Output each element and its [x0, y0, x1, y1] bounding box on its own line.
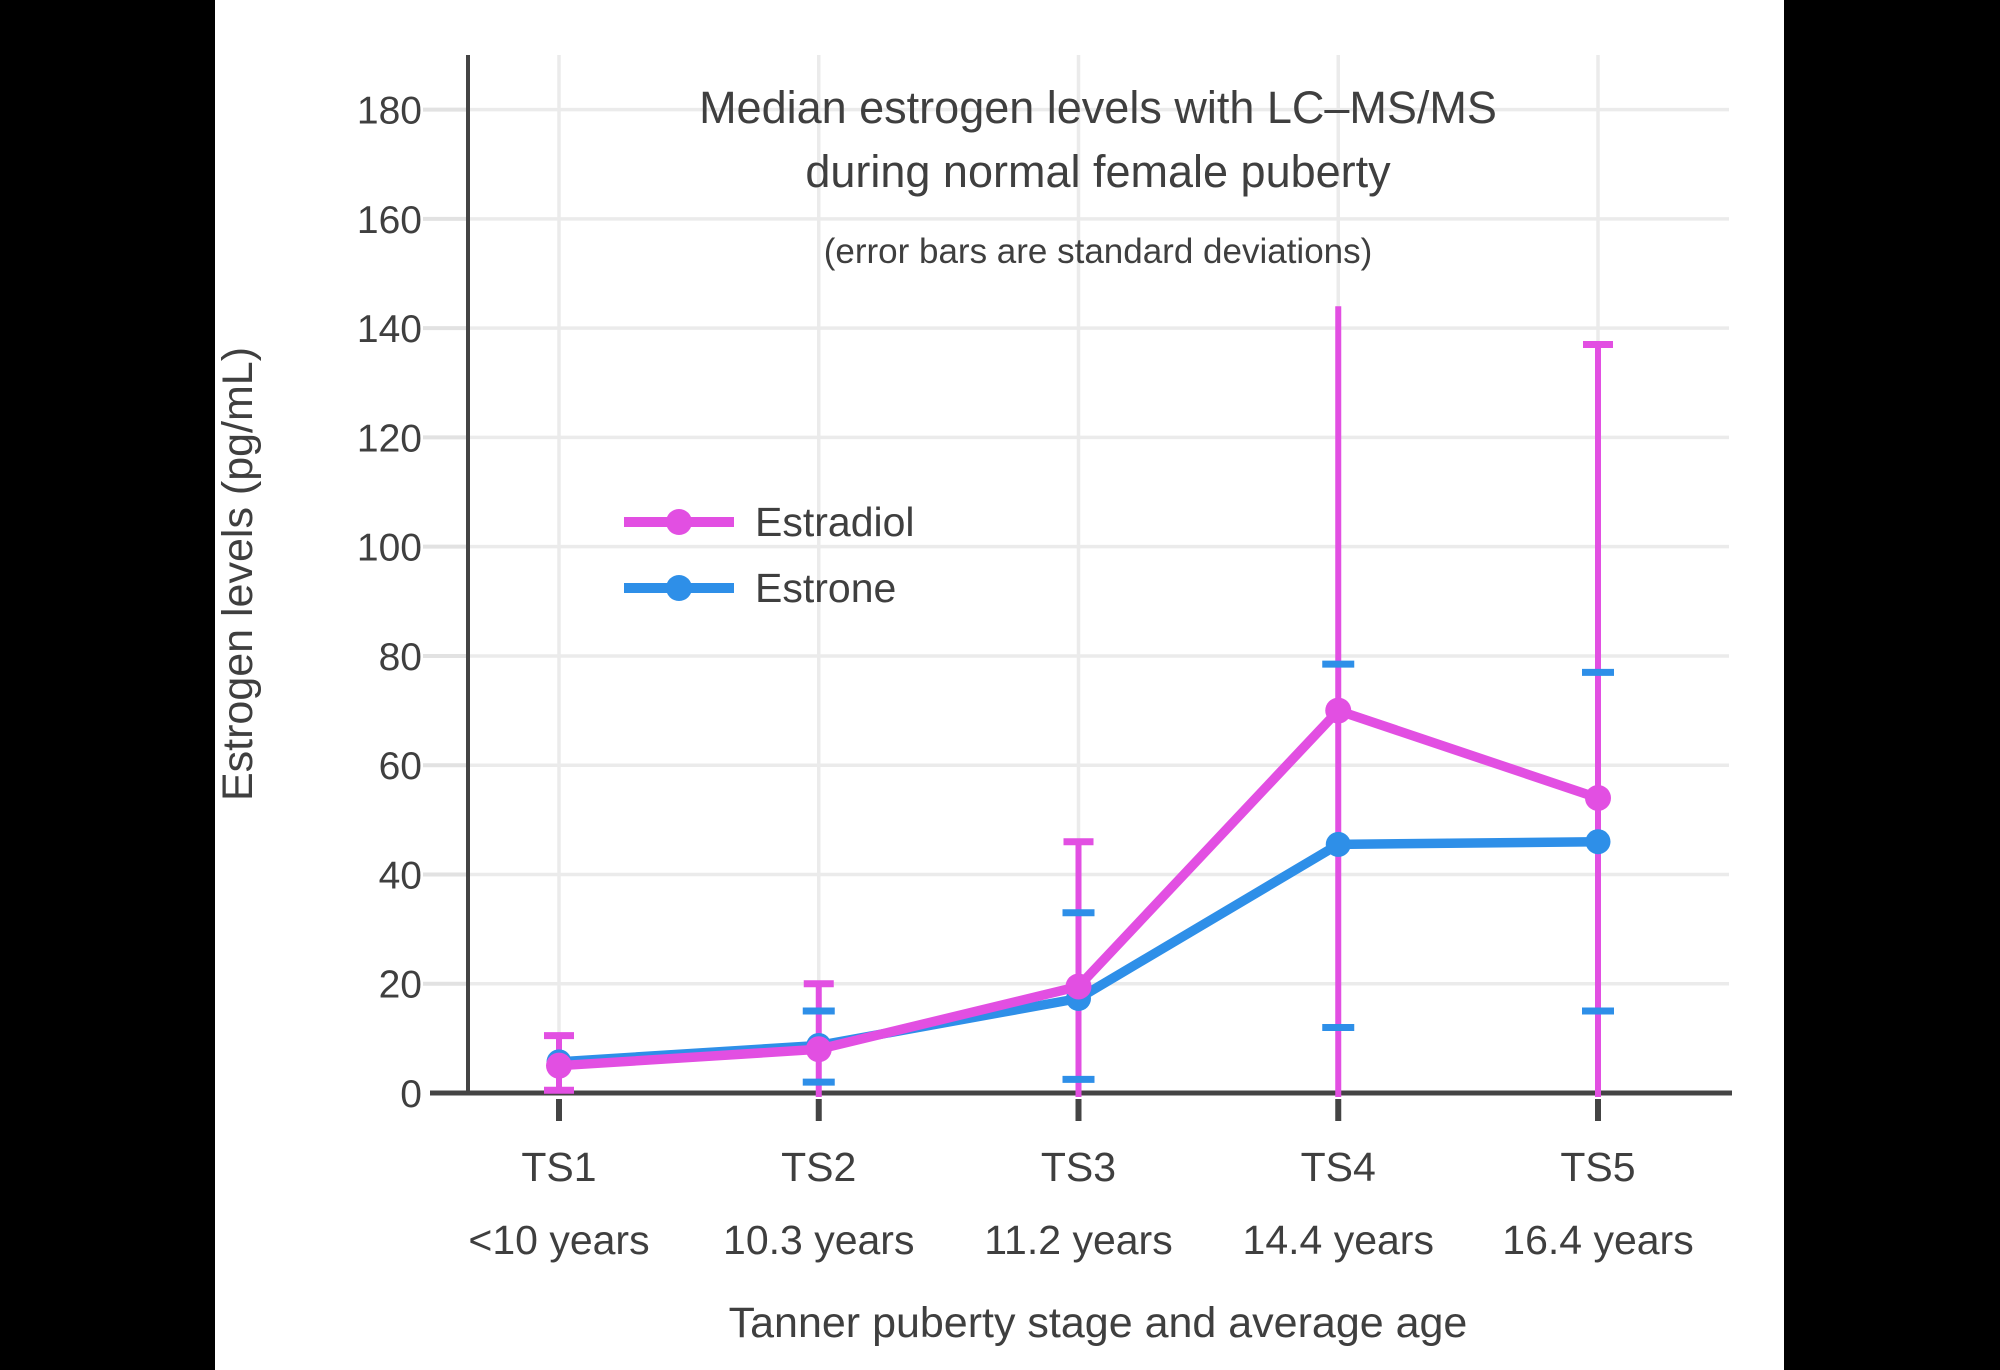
data-point-estrone — [1585, 829, 1611, 855]
y-tick-label: 160 — [357, 199, 422, 242]
data-point-estradiol — [546, 1052, 572, 1079]
data-point-estradiol — [805, 1036, 832, 1063]
y-tick-label: 40 — [379, 854, 422, 897]
data-point-estradiol — [1585, 784, 1611, 811]
x-tick-label: TS4 — [1301, 1144, 1376, 1190]
chart-title-line2: during normal female puberty — [805, 146, 1391, 197]
legend-estrone-label: Estrone — [755, 565, 896, 611]
y-tick-label: 80 — [379, 636, 422, 679]
legend-estradiol-marker — [666, 509, 692, 535]
x-tick-sublabel: 14.4 years — [1243, 1217, 1434, 1263]
x-tick-label: TS3 — [1041, 1144, 1116, 1190]
x-tick-sublabel: 16.4 years — [1502, 1217, 1693, 1263]
y-tick-label: 60 — [379, 745, 422, 788]
y-tick-label: 180 — [357, 90, 422, 133]
x-tick-label: TS5 — [1560, 1144, 1635, 1190]
y-axis-title: Estrogen levels (pg/mL) — [214, 347, 262, 801]
y-tick-label: 20 — [379, 964, 422, 1007]
x-tick-label: TS2 — [781, 1144, 856, 1190]
legend: Estradiol Estrone — [624, 499, 915, 611]
chart-marks: 0 20 40 60 80 100 120 140 160 180 TS1 <10 years TS2 1… — [357, 55, 1732, 1263]
chart-subtitle: (error bars are standard deviations) — [824, 232, 1373, 271]
x-tick-label: TS1 — [521, 1144, 596, 1190]
x-tick-sublabel: 11.2 years — [984, 1217, 1172, 1263]
plot-background — [215, 0, 1784, 1370]
x-tick-sublabel: <10 years — [468, 1217, 649, 1263]
data-point-estrone — [1325, 831, 1351, 857]
y-tick-label: 100 — [357, 527, 422, 570]
x-tick-sublabel: 10.3 years — [723, 1217, 914, 1263]
chart-title-line1: Median estrogen levels with LC–MS/MS — [699, 82, 1497, 133]
legend-estrone-marker — [666, 575, 692, 601]
x-axis-title: Tanner puberty stage and average age — [729, 1299, 1468, 1347]
data-point-estradiol — [1065, 973, 1092, 1000]
y-tick-label: 120 — [357, 417, 422, 460]
data-point-estradiol — [1325, 697, 1352, 724]
y-tick-label: 140 — [357, 308, 422, 351]
y-tick-label: 0 — [400, 1073, 422, 1116]
legend-estradiol-label: Estradiol — [755, 499, 915, 545]
